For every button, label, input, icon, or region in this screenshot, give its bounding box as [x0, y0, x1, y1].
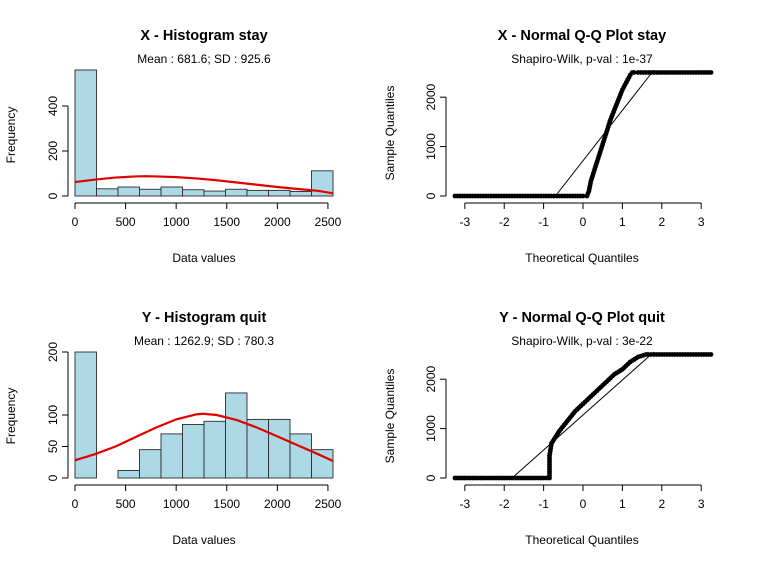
- x-tick-label: -3: [459, 497, 470, 511]
- x-tick-label: 1500: [213, 497, 240, 511]
- x-axis-label: Theoretical Quantiles: [525, 251, 638, 265]
- chart-subtitle: Mean : 1262.9; SD : 780.3: [134, 334, 274, 348]
- axes: 0 500 1000 1500 2000 2500 0 50 100 200: [46, 342, 342, 511]
- histogram-bar: [117, 469, 140, 479]
- histogram-bar: [268, 189, 291, 197]
- x-axis-label: Theoretical Quantiles: [525, 533, 638, 547]
- x-tick-label: 1: [619, 497, 626, 511]
- y-tick-label: 200: [46, 141, 60, 161]
- x-axis-label: Data values: [172, 533, 235, 547]
- y-axis-label: Frequency: [4, 107, 18, 164]
- histogram-bar: [268, 418, 291, 479]
- histogram-bar: [225, 392, 248, 479]
- x-axis-label: Data values: [172, 251, 235, 265]
- x-tick-label: 2000: [264, 497, 291, 511]
- y-tick-label: 1000: [424, 415, 438, 442]
- x-tick-label: -3: [459, 215, 470, 229]
- histogram-bar: [74, 69, 97, 197]
- x-tick-label: 2500: [315, 497, 342, 511]
- x-tick-label: 2: [658, 215, 665, 229]
- qq-reference-line: [511, 351, 655, 479]
- qq-point: [631, 70, 637, 75]
- histogram-bar: [203, 420, 226, 479]
- x-tick-label: -1: [538, 215, 549, 229]
- qq-points: [452, 70, 714, 199]
- y-tick-label: 2000: [424, 84, 438, 111]
- histogram-bar: [139, 449, 162, 479]
- histogram-bar: [311, 449, 334, 479]
- axes: 0 500 1000 1500 2000 2500 0 200 400: [46, 96, 342, 229]
- histogram-bars: [74, 69, 334, 197]
- y-axis-label: Frequency: [4, 388, 18, 445]
- y-tick-label: 0: [46, 474, 60, 481]
- y-tick-label: 0: [424, 474, 438, 481]
- chart-title: Y - Normal Q-Q Plot quit: [499, 310, 665, 326]
- x-tick-label: 3: [698, 215, 705, 229]
- chart-subtitle: Shapiro-Wilk, p-val : 3e-22: [511, 334, 653, 348]
- histogram-bar: [246, 189, 269, 197]
- chart-title: X - Histogram stay: [140, 28, 267, 44]
- y-axis-label: Sample Quantiles: [383, 369, 397, 464]
- y-tick-label: 400: [46, 96, 60, 116]
- y-tick-label: 50: [46, 440, 60, 454]
- histogram-bar: [96, 188, 119, 197]
- histogram-bar: [74, 351, 97, 479]
- chart-subtitle: Shapiro-Wilk, p-val : 1e-37: [511, 52, 653, 66]
- qq-point: [708, 352, 714, 357]
- qq-points: [452, 352, 714, 481]
- chart-title: X - Normal Q-Q Plot stay: [498, 28, 666, 44]
- y-tick-label: 200: [46, 342, 60, 362]
- x-tick-label: 1500: [213, 215, 240, 229]
- histogram-bar: [182, 424, 205, 479]
- y-tick-label: 0: [46, 192, 60, 199]
- y-axis-label: Sample Quantiles: [383, 86, 397, 181]
- x-tick-label: 0: [580, 215, 587, 229]
- histogram-bar: [160, 433, 183, 479]
- x-tick-label: 1000: [163, 215, 190, 229]
- histogram-bar: [289, 191, 312, 197]
- x-tick-label: 0: [72, 215, 79, 229]
- qq-point: [708, 70, 714, 75]
- y-tick-label: 0: [424, 192, 438, 199]
- x-tick-label: 500: [116, 215, 136, 229]
- histogram-bar: [182, 189, 205, 197]
- x-tick-label: 2: [658, 497, 665, 511]
- y-tick-label: 2000: [424, 366, 438, 393]
- qq-plot-quit-panel: Y - Normal Q-Q Plot quit Shapiro-Wilk, p…: [383, 310, 714, 547]
- x-tick-label: 3: [698, 497, 705, 511]
- histogram-bar: [203, 190, 226, 197]
- chart-title: Y - Histogram quit: [142, 310, 267, 326]
- x-tick-label: 1000: [163, 497, 190, 511]
- histogram-bar: [160, 186, 183, 197]
- density-curve: [74, 412, 334, 462]
- histogram-bar: [117, 186, 140, 197]
- x-tick-label: -2: [499, 497, 510, 511]
- x-tick-label: 0: [72, 497, 79, 511]
- chart-subtitle: Mean : 681.6; SD : 925.6: [137, 52, 271, 66]
- x-tick-label: 2500: [315, 215, 342, 229]
- x-tick-label: 2000: [264, 215, 291, 229]
- x-tick-label: 0: [580, 497, 587, 511]
- histogram-bar: [289, 433, 312, 479]
- histogram-quit-panel: Y - Histogram quit Mean : 1262.9; SD : 7…: [4, 310, 342, 547]
- x-tick-label: 500: [116, 497, 136, 511]
- histogram-stay-panel: X - Histogram stay Mean : 681.6; SD : 92…: [4, 28, 342, 265]
- histogram-bar: [139, 188, 162, 197]
- qq-plot-stay-panel: X - Normal Q-Q Plot stay Shapiro-Wilk, p…: [383, 28, 714, 265]
- axes: -3 -2 -1 0 1 2 3 0 1000 2000: [424, 366, 705, 511]
- y-tick-label: 100: [46, 405, 60, 425]
- density-curve: [74, 175, 334, 195]
- qq-point: [580, 193, 586, 199]
- x-tick-label: -1: [538, 497, 549, 511]
- x-tick-label: -2: [499, 215, 510, 229]
- y-tick-label: 1000: [424, 133, 438, 160]
- axes: -3 -2 -1 0 1 2 3 0 1000 2000: [424, 84, 705, 229]
- histogram-bars: [74, 351, 334, 479]
- histogram-bar: [225, 188, 248, 197]
- x-tick-label: 1: [619, 215, 626, 229]
